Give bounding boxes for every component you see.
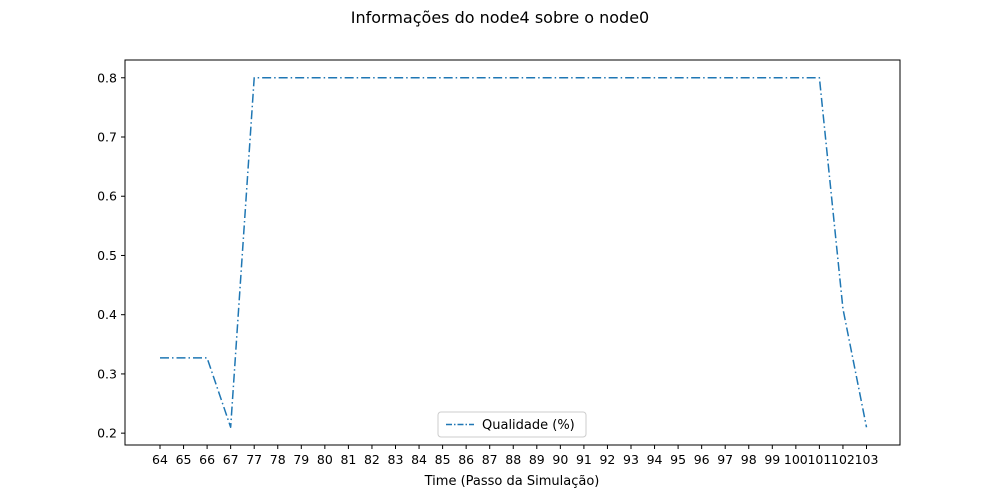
x-tick-label: 100 bbox=[784, 452, 808, 467]
x-tick-label: 85 bbox=[435, 452, 451, 467]
x-tick-label: 79 bbox=[293, 452, 309, 467]
x-tick-label: 66 bbox=[199, 452, 215, 467]
x-axis-label: Time (Passo da Simulação) bbox=[424, 474, 600, 489]
legend-series-label: Qualidade (%) bbox=[482, 418, 575, 433]
x-tick-label: 64 bbox=[152, 452, 168, 467]
x-tick-label: 88 bbox=[505, 452, 521, 467]
y-tick-label: 0.3 bbox=[97, 366, 117, 381]
x-tick-label: 86 bbox=[458, 452, 474, 467]
x-tick-label: 93 bbox=[623, 452, 639, 467]
x-tick-label: 65 bbox=[176, 452, 192, 467]
y-tick-label: 0.2 bbox=[97, 426, 117, 441]
x-tick-label: 96 bbox=[694, 452, 710, 467]
x-axis: 64 65 66 67 77 78 79 80 81 82 83 84 85 86 87 88 89 90 91 92… bbox=[152, 445, 878, 467]
x-tick-label: 97 bbox=[717, 452, 733, 467]
x-tick-label: 94 bbox=[647, 452, 663, 467]
chart-title: Informações do node4 sobre o node0 bbox=[351, 8, 649, 27]
y-tick-label: 0.6 bbox=[97, 189, 117, 204]
x-tick-label: 102 bbox=[831, 452, 855, 467]
legend-box bbox=[437, 411, 587, 438]
y-tick-label: 0.7 bbox=[97, 130, 117, 145]
x-tick-label: 82 bbox=[364, 452, 380, 467]
x-tick-label: 90 bbox=[552, 452, 568, 467]
y-axis: 0.2 0.3 0.4 0.5 0.6 0.7 0.8 bbox=[97, 70, 125, 441]
x-tick-label: 103 bbox=[855, 452, 879, 467]
series-line-0 bbox=[160, 77, 868, 428]
y-tick-label: 0.8 bbox=[97, 70, 117, 85]
x-tick-label: 87 bbox=[482, 452, 498, 467]
x-tick-label: 92 bbox=[599, 452, 615, 467]
x-tick-label: 83 bbox=[388, 452, 404, 467]
x-tick-label: 98 bbox=[741, 452, 757, 467]
x-tick-label: 99 bbox=[764, 452, 780, 467]
series-layer bbox=[160, 77, 868, 428]
plot-area-frame bbox=[124, 59, 901, 446]
x-tick-label: 91 bbox=[576, 452, 592, 467]
x-tick-label: 95 bbox=[670, 452, 686, 467]
x-tick-label: 81 bbox=[340, 452, 356, 467]
x-tick-label: 67 bbox=[223, 452, 239, 467]
x-tick-label: 78 bbox=[270, 452, 286, 467]
y-tick-label: 0.4 bbox=[97, 307, 117, 322]
x-tick-label: 89 bbox=[529, 452, 545, 467]
x-tick-label: 77 bbox=[246, 452, 262, 467]
x-tick-label: 84 bbox=[411, 452, 427, 467]
y-tick-label: 0.5 bbox=[97, 248, 117, 263]
x-tick-label: 101 bbox=[807, 452, 831, 467]
x-tick-label: 80 bbox=[317, 452, 333, 467]
legend: Qualidade (%) bbox=[437, 411, 587, 438]
